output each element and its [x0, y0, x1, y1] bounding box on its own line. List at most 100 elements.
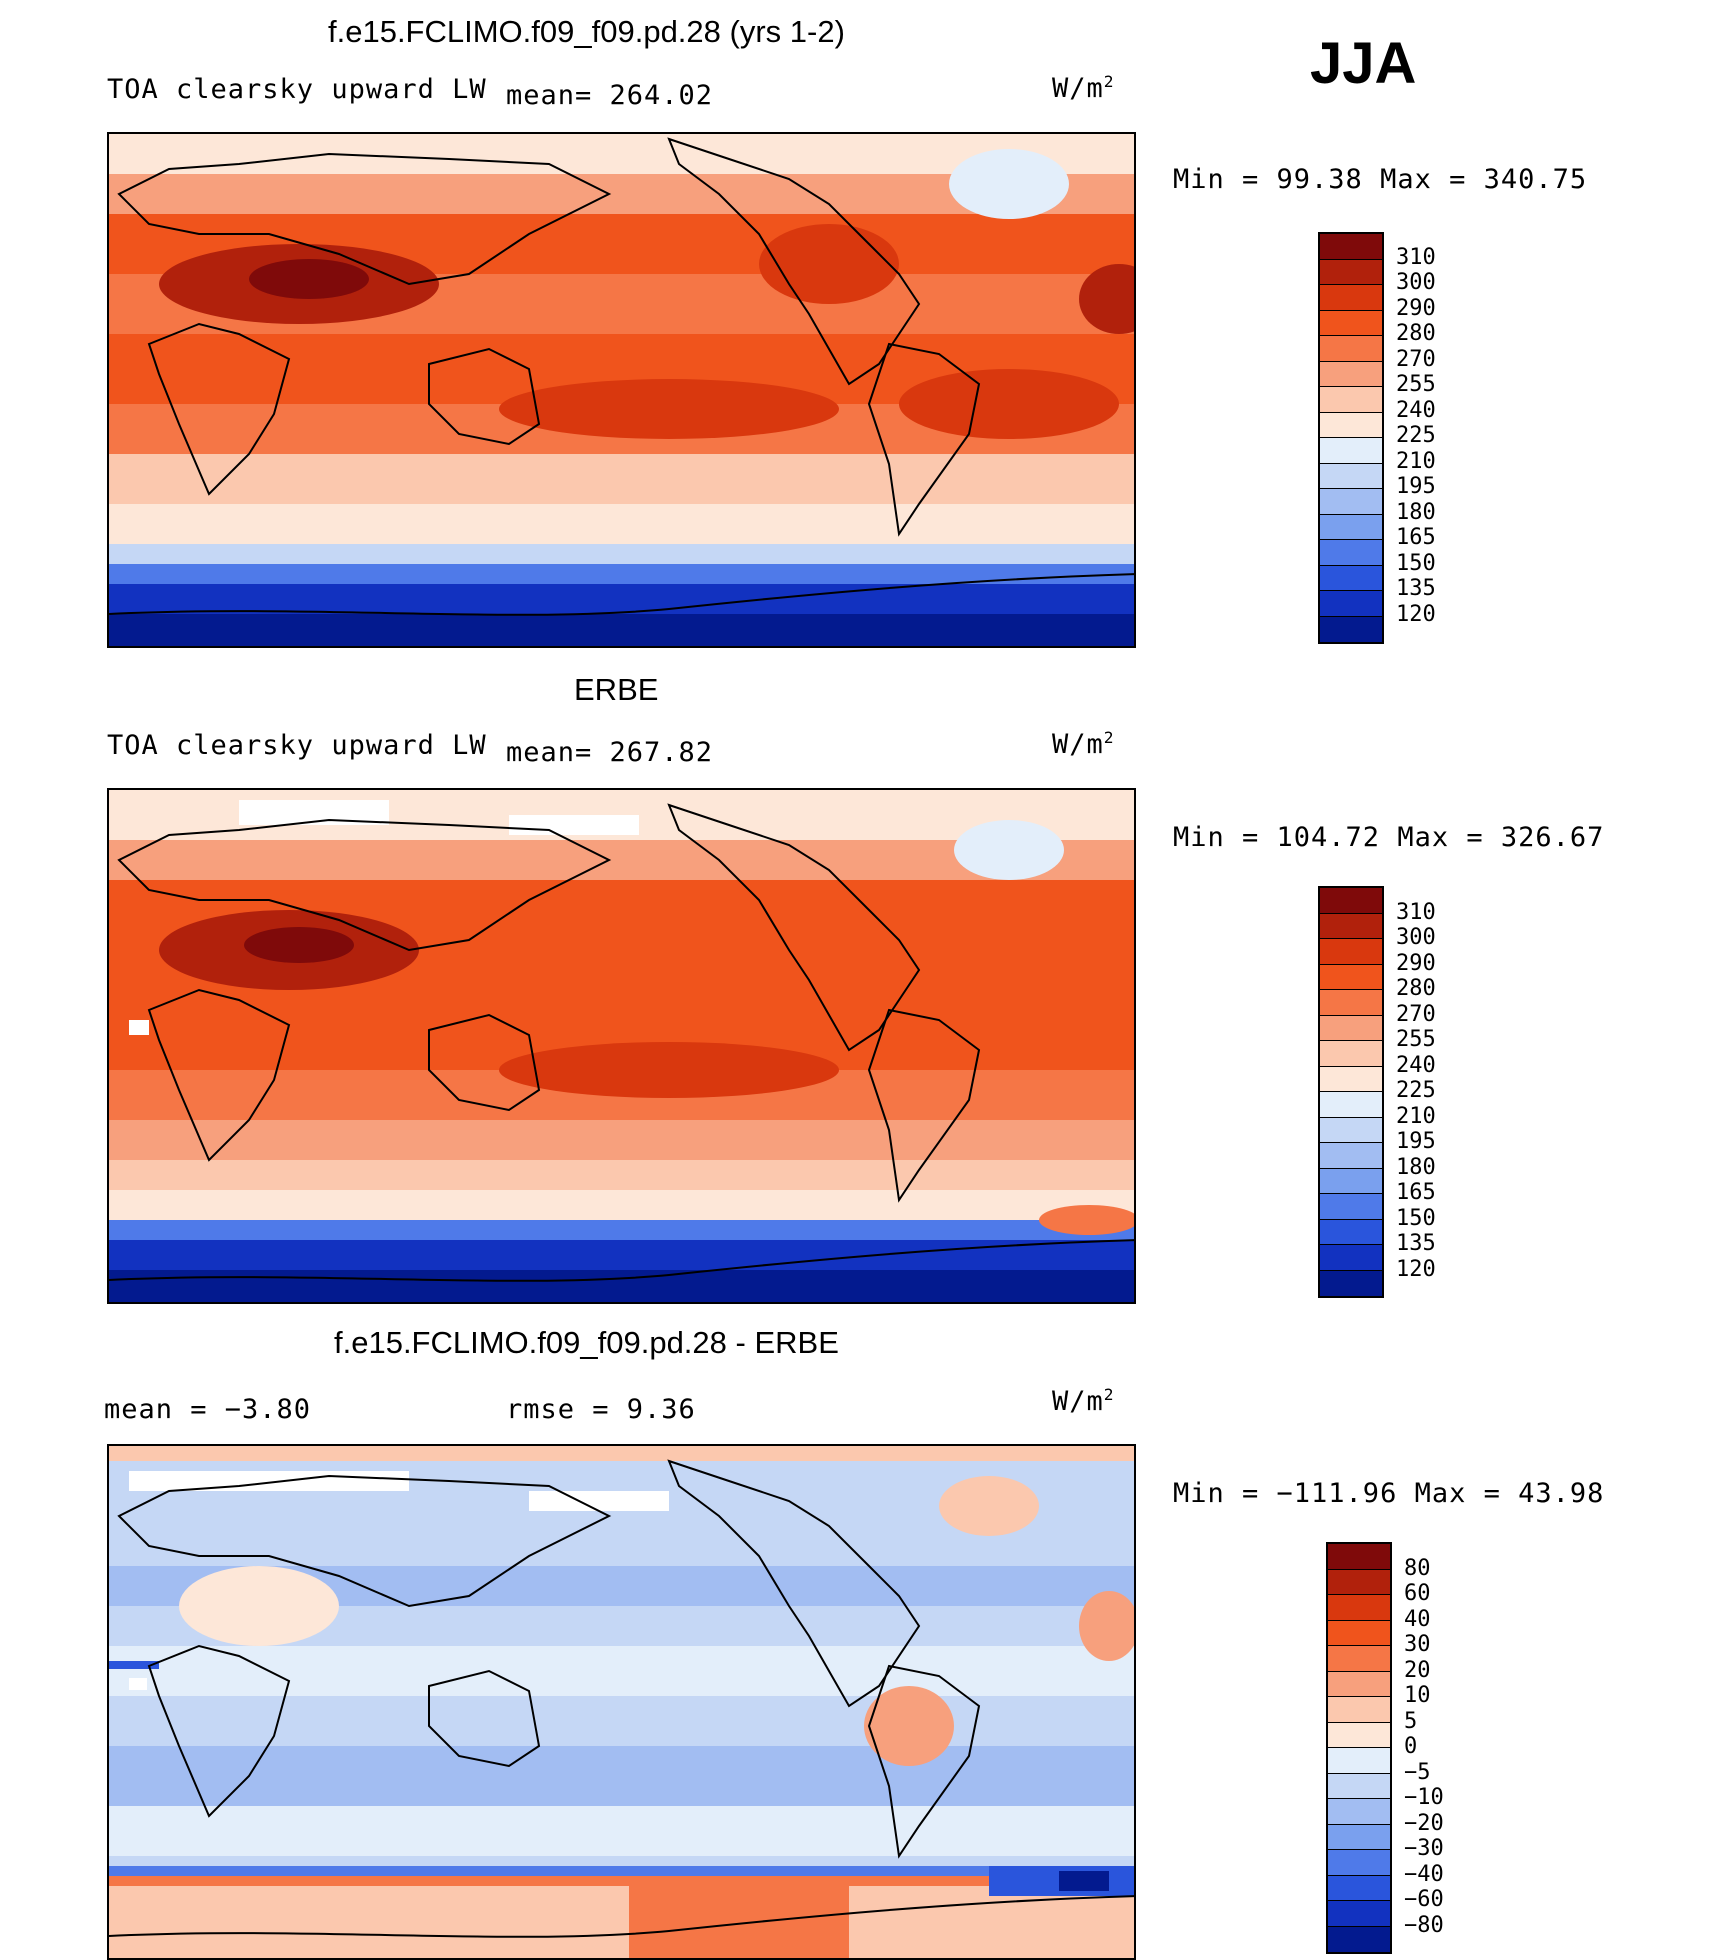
- panel1-map: [107, 132, 1136, 648]
- panel3-colorbar-swatch: [1328, 1850, 1390, 1876]
- panel3-colorbar-swatch: [1328, 1569, 1390, 1595]
- colorbar-label: 255: [1396, 1027, 1436, 1052]
- panel3-map-field: [109, 1446, 1134, 1958]
- panel1-colorbar-swatch: [1320, 616, 1382, 642]
- panel3-colorbar-swatch: [1328, 1748, 1390, 1774]
- colorbar-label: 120: [1396, 1257, 1436, 1282]
- colorbar-label: 135: [1396, 1231, 1436, 1256]
- colorbar-label: −40: [1404, 1862, 1444, 1887]
- colorbar-label: 290: [1396, 951, 1436, 976]
- panel1-colorbar-swatch: [1320, 285, 1382, 311]
- colorbar-label: 195: [1396, 1129, 1436, 1154]
- panel3-rmse: rmse = 9.36: [506, 1394, 696, 1425]
- panel1-colorbar-swatch: [1320, 565, 1382, 591]
- panel3-colorbar-swatch: [1328, 1824, 1390, 1850]
- panel2-colorbar-swatch: [1320, 1015, 1382, 1041]
- panel1-colorbar-swatch: [1320, 514, 1382, 540]
- panel3-mean: mean = −3.80: [104, 1394, 312, 1425]
- panel2-colorbar-swatch: [1320, 1066, 1382, 1092]
- panel1-title: f.e15.FCLIMO.f09_f09.pd.28 (yrs 1-2): [328, 14, 845, 49]
- panel2-colorbar-swatch: [1320, 990, 1382, 1016]
- colorbar-label: 20: [1404, 1658, 1431, 1683]
- colorbar-label: −5: [1404, 1760, 1431, 1785]
- colorbar-label: 300: [1396, 925, 1436, 950]
- panel3-units: W/m2: [1052, 1385, 1115, 1417]
- panel3-colorbar-swatch: [1328, 1544, 1390, 1570]
- colorbar-label: 0: [1404, 1734, 1418, 1759]
- colorbar-label: 195: [1396, 474, 1436, 499]
- panel1-colorbar-swatch: [1320, 412, 1382, 438]
- panel2-colorbar-swatch: [1320, 1219, 1382, 1245]
- panel3-colorbar-swatch: [1328, 1646, 1390, 1672]
- panel3-colorbar-swatch: [1328, 1799, 1390, 1825]
- colorbar-label: 240: [1396, 398, 1436, 423]
- panel2-colorbar-swatch: [1320, 1168, 1382, 1194]
- season-label: JJA: [1310, 31, 1417, 96]
- colorbar-label: 270: [1396, 1002, 1436, 1027]
- colorbar-label: 225: [1396, 1078, 1436, 1103]
- panel3-colorbar-swatch: [1328, 1595, 1390, 1621]
- panel2-field-label: TOA clearsky upward LW: [107, 730, 487, 761]
- panel1-colorbar-swatch: [1320, 489, 1382, 515]
- panel2-colorbar-swatch: [1320, 1143, 1382, 1169]
- panel3-colorbar-swatch: [1328, 1620, 1390, 1646]
- panel3-colorbar-swatch: [1328, 1671, 1390, 1697]
- panel3-colorbar-swatch: [1328, 1722, 1390, 1748]
- panel1-colorbar: [1318, 232, 1384, 644]
- colorbar-label: 5: [1404, 1709, 1418, 1734]
- panel1-colorbar-swatch: [1320, 259, 1382, 285]
- panel2-colorbar-swatch: [1320, 964, 1382, 990]
- panel3-minmax: Min = −111.96 Max = 43.98: [1173, 1478, 1605, 1509]
- panel1-colorbar-swatch: [1320, 591, 1382, 617]
- colorbar-label: 225: [1396, 423, 1436, 448]
- colorbar-label: 150: [1396, 1206, 1436, 1231]
- colorbar-label: 290: [1396, 296, 1436, 321]
- panel1-colorbar-swatch: [1320, 336, 1382, 362]
- panel3-colorbar-swatch: [1328, 1926, 1390, 1952]
- colorbar-label: 180: [1396, 500, 1436, 525]
- colorbar-label: 240: [1396, 1053, 1436, 1078]
- panel3-map: [107, 1444, 1136, 1960]
- panel2-map: [107, 788, 1136, 1304]
- panel2-colorbar-swatch: [1320, 1041, 1382, 1067]
- panel3-colorbar-swatch: [1328, 1697, 1390, 1723]
- colorbar-label: 180: [1396, 1155, 1436, 1180]
- colorbar-label: 10: [1404, 1683, 1431, 1708]
- panel1-units: W/m2: [1052, 72, 1115, 104]
- panel1-colorbar-swatch: [1320, 310, 1382, 336]
- colorbar-label: 60: [1404, 1581, 1431, 1606]
- colorbar-label: −60: [1404, 1887, 1444, 1912]
- panel2-colorbar-swatch: [1320, 1245, 1382, 1271]
- panel1-colorbar-swatch: [1320, 387, 1382, 413]
- panel2-minmax: Min = 104.72 Max = 326.67: [1173, 822, 1605, 853]
- panel1-colorbar-swatch: [1320, 438, 1382, 464]
- colorbar-label: 120: [1396, 602, 1436, 627]
- panel1-map-field: [109, 134, 1134, 646]
- panel2-title: ERBE: [574, 672, 659, 707]
- panel1-colorbar-swatch: [1320, 540, 1382, 566]
- colorbar-label: −30: [1404, 1836, 1444, 1861]
- colorbar-label: 150: [1396, 551, 1436, 576]
- panel3-colorbar-swatch: [1328, 1773, 1390, 1799]
- panel3-colorbar-swatch: [1328, 1901, 1390, 1927]
- panel3-colorbar-swatch: [1328, 1875, 1390, 1901]
- colorbar-label: 310: [1396, 245, 1436, 270]
- panel2-colorbar-swatch: [1320, 1194, 1382, 1220]
- colorbar-label: −10: [1404, 1785, 1444, 1810]
- panel2-colorbar-swatch: [1320, 913, 1382, 939]
- panel2-colorbar-swatch: [1320, 1092, 1382, 1118]
- panel1-field-label: TOA clearsky upward LW: [107, 74, 487, 105]
- colorbar-label: 280: [1396, 321, 1436, 346]
- colorbar-label: 165: [1396, 525, 1436, 550]
- panel1-colorbar-swatch: [1320, 361, 1382, 387]
- colorbar-label: 280: [1396, 976, 1436, 1001]
- panel1-colorbar-swatch: [1320, 463, 1382, 489]
- panel2-colorbar-swatch: [1320, 1117, 1382, 1143]
- colorbar-label: 300: [1396, 270, 1436, 295]
- panel2-colorbar-swatch: [1320, 1270, 1382, 1296]
- panel2-map-field: [109, 790, 1134, 1302]
- panel1-minmax: Min = 99.38 Max = 340.75: [1173, 164, 1588, 195]
- colorbar-label: 270: [1396, 347, 1436, 372]
- colorbar-label: 255: [1396, 372, 1436, 397]
- panel2-colorbar-swatch: [1320, 939, 1382, 965]
